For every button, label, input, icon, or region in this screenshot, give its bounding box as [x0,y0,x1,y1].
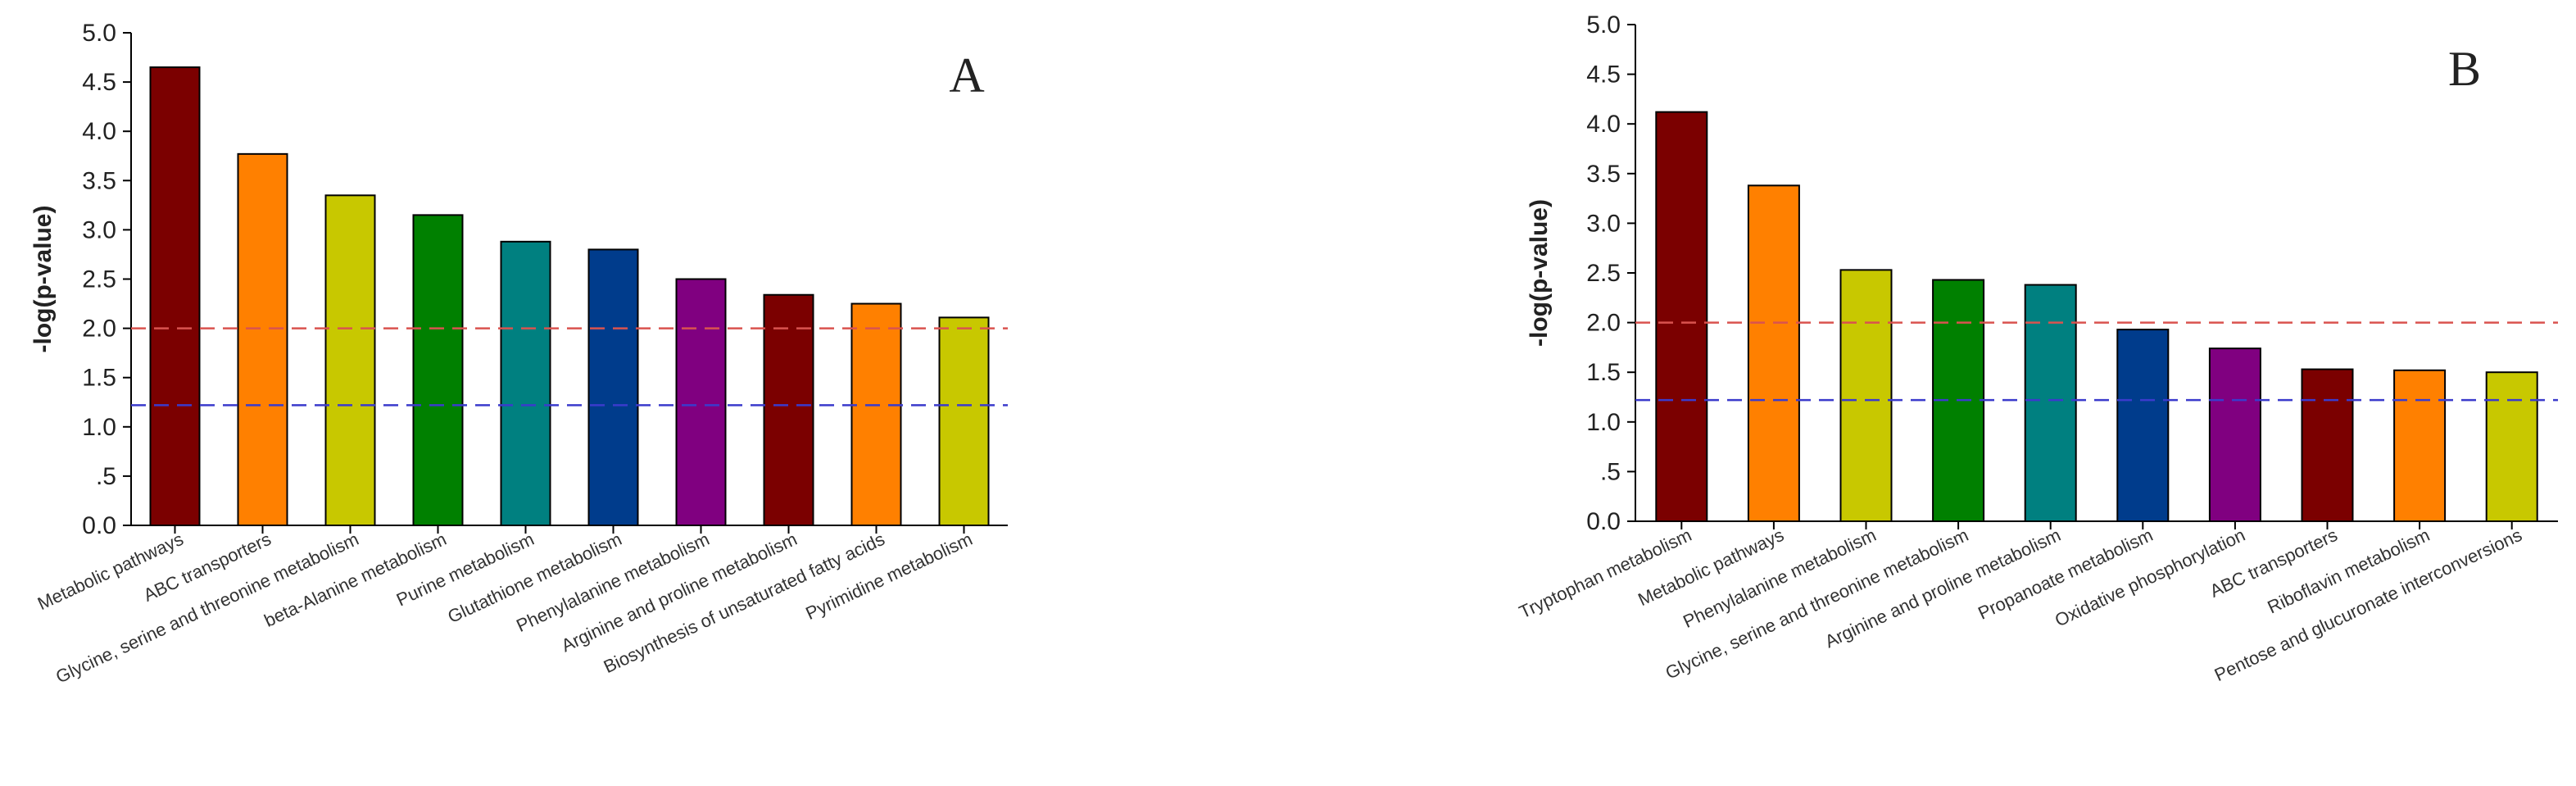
bar [587,248,639,526]
y-tick-label: 0.0 [1586,508,1621,535]
y-tick-label: .5 [96,463,116,490]
bar [2485,371,2538,523]
y-tick-label: 2.0 [82,316,116,343]
y-tick-label: 1.0 [1586,409,1621,436]
chart-panel-b: 0.0 .5 1.0 1.5 2.0 2.5 3.0 3.5 4.0 4.5 5.0 -log(p-v… [1516,11,2558,685]
bar [412,214,464,526]
bar [675,278,727,526]
x-category-label: Pyrimidine metabolism [802,529,975,624]
y-tick-label: 3.5 [1586,161,1621,188]
bar [2116,329,2170,523]
x-category-label: Pentose and glucuronate interconversions [2211,525,2525,685]
panel-letter: A [949,48,984,102]
bar [149,66,201,526]
y-tick-label: 4.5 [1586,61,1621,89]
bar [763,293,814,526]
y-axis-title: -log(p-value) [29,206,57,353]
y-tick-label: 1.5 [1586,359,1621,386]
y-tick-label: 0.0 [82,512,116,539]
x-category-label: Metabolic pathways [34,529,187,614]
y-tick-label: 1.0 [82,414,116,441]
bar [2301,368,2354,522]
bar [500,240,551,526]
bar [850,302,902,526]
bar [2024,284,2077,522]
y-tick-label: 4.0 [82,118,116,145]
bar [1839,269,1893,522]
y-tick-label: 5.0 [1586,11,1621,39]
y-tick-label: 3.0 [1586,210,1621,237]
y-tick-label: 2.0 [1586,310,1621,337]
y-axis-title: -log(p-value) [1526,199,1553,347]
bar [1655,111,1708,522]
y-tick-label: .5 [1600,458,1621,485]
x-category-label: Tryptophan metabolism [1516,525,1694,622]
chart-panel-a: 0.0 .5 1.0 1.5 2.0 2.5 3.0 3.5 4.0 4.5 5.0 -log(p-v… [29,20,1008,688]
y-tick-label: 3.0 [82,216,116,243]
bar [1747,184,1800,522]
bar [938,316,990,526]
panel-letter: B [2448,42,2481,96]
y-tick-label: 4.0 [1586,111,1621,138]
y-tick-label: 4.5 [82,69,116,96]
bar [2393,369,2447,522]
y-tick-label: 2.5 [82,266,116,293]
y-tick-label: 1.5 [82,365,116,392]
bar [2208,348,2261,522]
y-tick-label: 5.0 [82,20,116,47]
y-tick-label: 2.5 [1586,260,1621,287]
bar [237,152,288,526]
bar [324,194,376,527]
y-tick-label: 3.5 [82,167,116,194]
